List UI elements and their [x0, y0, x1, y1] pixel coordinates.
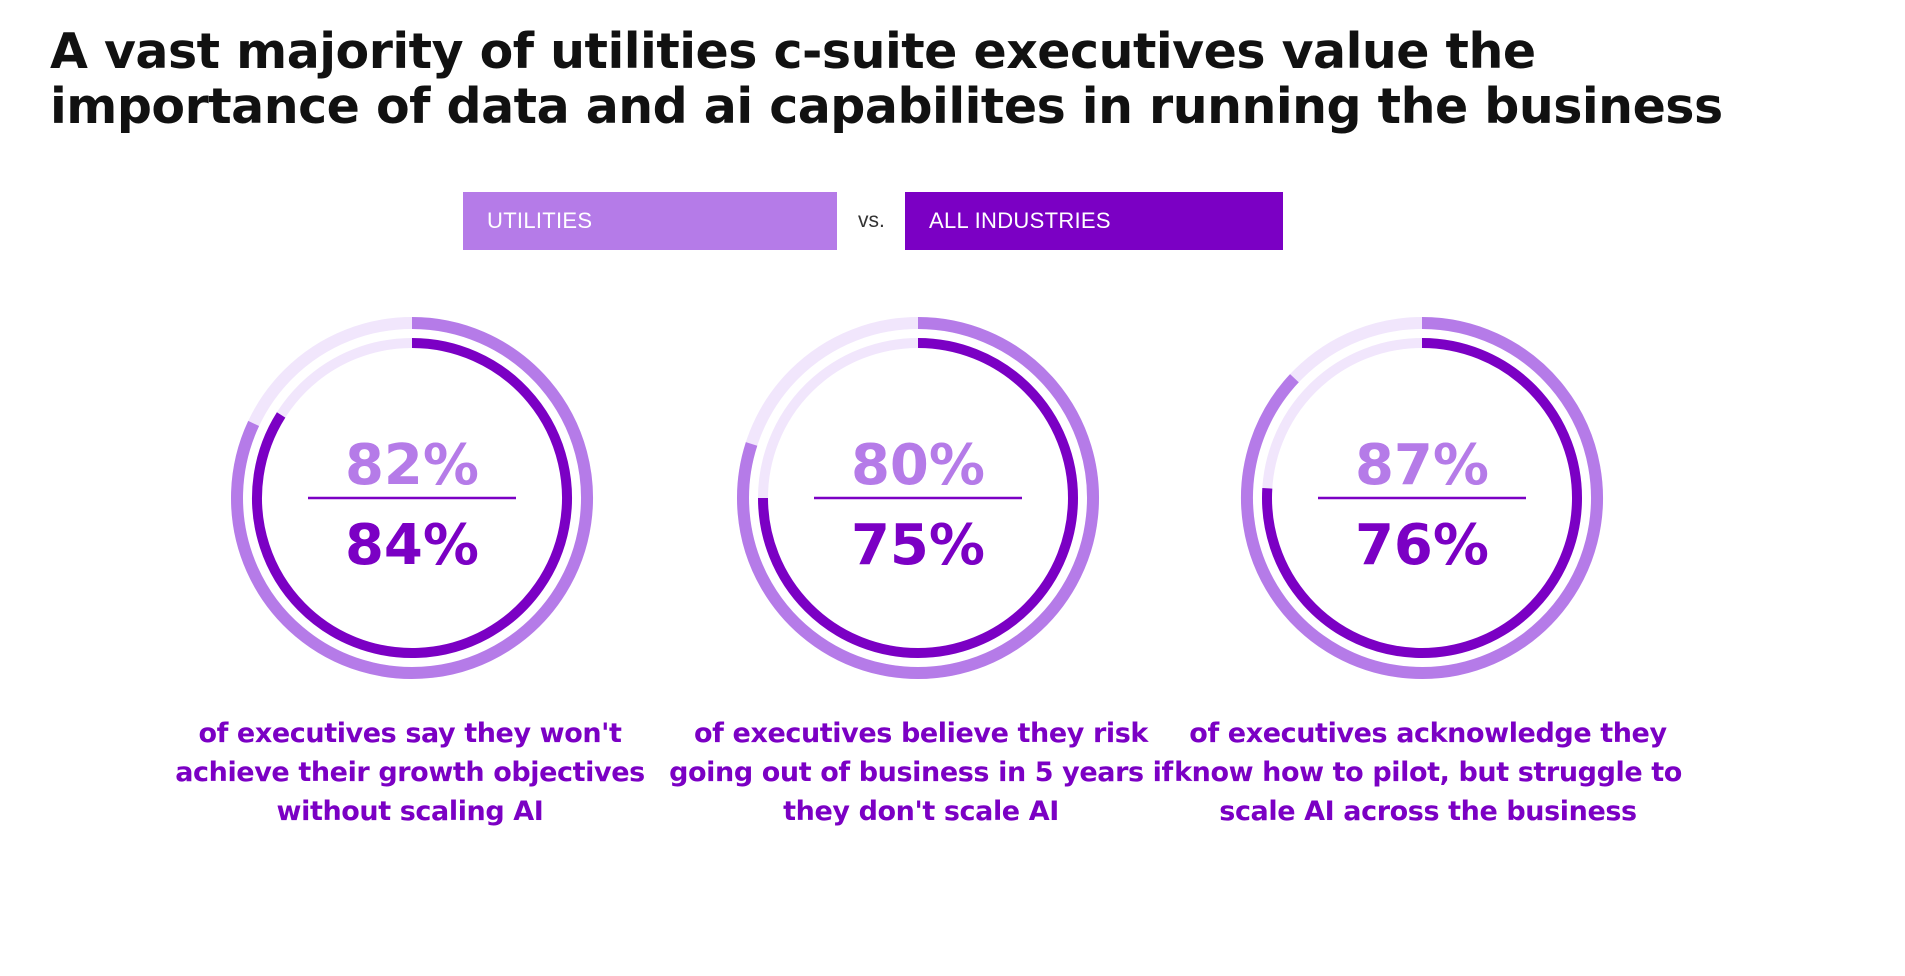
legend-utilities: UTILITIES [463, 192, 837, 250]
donut-2-utilities-value: 80% [851, 433, 985, 498]
donut-3: 87%76% [1240, 317, 1603, 679]
donut-2-utilities-arc [737, 317, 1100, 679]
stat-caption-2: of executives believe they risk going ou… [669, 718, 1173, 827]
legend-all-industries: ALL INDUSTRIES [905, 192, 1283, 250]
donut-1-utilities-value: 82% [345, 433, 479, 498]
donut-1-all-industries-arc [252, 338, 572, 658]
legend-all-industries-label: ALL INDUSTRIES [929, 208, 1111, 233]
page-title: A vast majority of utilities c-suite exe… [50, 23, 1723, 135]
stat-caption-1: of executives say they won't achieve the… [175, 718, 645, 827]
legend-utilities-label: UTILITIES [487, 208, 593, 233]
donut-2: 80%75% [737, 317, 1100, 679]
donut-3-all-industries-arc [1262, 338, 1582, 658]
legend-vs-label: vs. [858, 209, 885, 232]
donut-1-utilities-arc [231, 317, 594, 679]
donut-3-utilities-arc [1240, 317, 1603, 679]
donut-1-all-industries-value: 84% [345, 513, 479, 578]
donut-2-all-industries-value: 75% [851, 513, 985, 578]
donut-3-all-industries-value: 76% [1355, 513, 1489, 578]
stat-caption-3: of executives acknowledge they know how … [1174, 718, 1682, 827]
donut-1: 82%84% [231, 317, 594, 679]
donut-3-utilities-value: 87% [1355, 433, 1489, 498]
donut-2-all-industries-arc [758, 338, 1078, 658]
